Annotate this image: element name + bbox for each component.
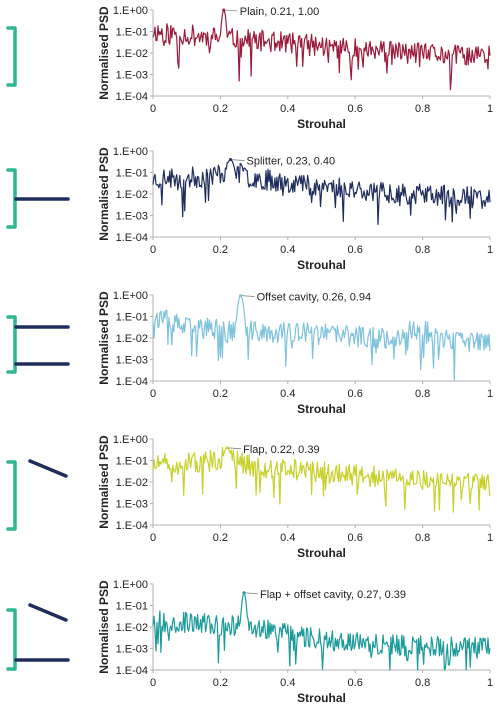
psd-series-line xyxy=(152,446,491,513)
x-axis-title: Strouhal xyxy=(297,258,346,272)
x-tick-label: 1 xyxy=(487,103,493,115)
psd-chart-offset-cavity: 1.E+00 1.E-01 1.E-02 1.E-03 1.E-040 0.2 0.4 0.6… xyxy=(6,290,493,416)
bluff-body-bracket-icon xyxy=(6,26,17,87)
y-tick-label: 1.E-01 xyxy=(116,312,148,324)
x-tick-label: 1 xyxy=(487,388,493,400)
y-tick-label: 1.E-04 xyxy=(116,232,148,244)
psd-series-line xyxy=(152,295,491,381)
peak-point xyxy=(242,591,246,595)
y-tick-label: 1.E-03 xyxy=(116,211,148,223)
y-tick-label: 1.E-04 xyxy=(116,91,148,103)
bluff-body-bracket-icon xyxy=(6,168,17,229)
y-tick-label: 1.E+00 xyxy=(113,146,148,158)
x-tick-label: 1 xyxy=(487,244,493,256)
peak-leader-line xyxy=(223,9,238,12)
y-tick-label: 1.E-01 xyxy=(116,601,148,613)
y-tick-label: 1.E+00 xyxy=(113,579,148,591)
peak-point xyxy=(239,294,243,298)
y-tick-label: 1.E-03 xyxy=(116,499,148,511)
peak-point xyxy=(222,8,226,12)
y-tick-label: 1.E-01 xyxy=(116,27,148,39)
psd-series-line xyxy=(152,9,491,91)
x-tick-label: 0.8 xyxy=(415,244,430,256)
peak-annotation: Plain, 0.21, 1.00 xyxy=(240,6,320,18)
y-tick-label: 1.E+00 xyxy=(113,5,148,17)
x-tick-label: 0.6 xyxy=(348,103,363,115)
x-tick-label: 0.8 xyxy=(415,103,430,115)
psd-chart-flap-offset-cavity: 1.E+00 1.E-01 1.E-02 1.E-03 1.E-040 0.2 0.4 0.6… xyxy=(6,579,493,705)
x-axis-title: Strouhal xyxy=(297,691,346,705)
x-axis-title: Strouhal xyxy=(297,117,346,131)
y-tick-label: 1.E-03 xyxy=(116,70,148,82)
x-tick-label: 0.8 xyxy=(415,388,430,400)
y-tick-label: 1.E-03 xyxy=(116,355,148,367)
bluff-body-bracket-icon xyxy=(6,460,17,531)
x-tick-label: 0.4 xyxy=(280,677,295,689)
y-axis-title: Normalised PSD xyxy=(97,580,111,674)
peak-leader-line xyxy=(227,447,242,450)
x-tick-label: 0 xyxy=(150,677,156,689)
x-axis-title: Strouhal xyxy=(297,546,346,560)
flap-plate-icon xyxy=(28,459,68,478)
x-tick-label: 0.6 xyxy=(348,244,363,256)
x-tick-label: 0.4 xyxy=(280,388,295,400)
peak-annotation: Splitter, 0.23, 0.40 xyxy=(247,156,336,168)
y-tick-label: 1.E-04 xyxy=(116,520,148,532)
y-tick-label: 1.E-02 xyxy=(116,48,148,60)
y-tick-label: 1.E+00 xyxy=(113,290,148,302)
peak-annotation: Offset cavity, 0.26, 0.94 xyxy=(257,292,372,304)
x-tick-label: 0 xyxy=(150,388,156,400)
peak-leader-line xyxy=(240,295,255,297)
bluff-body-bracket-icon xyxy=(6,315,17,374)
x-tick-label: 1 xyxy=(487,677,493,689)
peak-leader-line xyxy=(243,592,259,595)
x-tick-label: 0.6 xyxy=(348,677,363,689)
x-tick-label: 0.4 xyxy=(280,532,295,544)
peak-point xyxy=(229,158,233,162)
peak-leader-line xyxy=(230,159,245,161)
x-tick-label: 0.2 xyxy=(213,532,228,544)
y-tick-label: 1.E+00 xyxy=(113,434,148,446)
y-axis-title: Normalised PSD xyxy=(97,6,111,100)
peak-point xyxy=(225,446,229,450)
y-tick-label: 1.E-04 xyxy=(116,376,148,388)
x-tick-label: 0 xyxy=(150,103,156,115)
y-tick-label: 1.E-02 xyxy=(116,333,148,345)
y-tick-label: 1.E-02 xyxy=(116,622,148,634)
x-tick-label: 0 xyxy=(150,244,156,256)
psd-series-line xyxy=(152,159,491,225)
psd-chart-flap: 1.E+00 1.E-01 1.E-02 1.E-03 1.E-040 0.2 0.4 0.6… xyxy=(6,434,493,560)
y-tick-label: 1.E-02 xyxy=(116,477,148,489)
flap-plate-icon xyxy=(28,603,68,622)
x-tick-label: 0.2 xyxy=(213,103,228,115)
y-axis-title: Normalised PSD xyxy=(97,435,111,529)
x-tick-label: 0.8 xyxy=(415,677,430,689)
psd-series-line xyxy=(152,592,491,671)
y-axis-title: Normalised PSD xyxy=(97,291,111,385)
x-tick-label: 0.4 xyxy=(280,244,295,256)
y-tick-label: 1.E-04 xyxy=(116,665,148,677)
peak-annotation: Flap + offset cavity, 0.27, 0.39 xyxy=(260,589,406,601)
x-tick-label: 0 xyxy=(150,532,156,544)
bluff-body-bracket-icon xyxy=(6,608,17,671)
x-tick-label: 0.8 xyxy=(415,532,430,544)
x-tick-label: 0.2 xyxy=(213,388,228,400)
x-tick-label: 0.4 xyxy=(280,103,295,115)
x-axis-title: Strouhal xyxy=(297,402,346,416)
psd-chart-plain: 1.E+00 1.E-01 1.E-02 1.E-03 1.E-040 0.2 0.4 0.6… xyxy=(6,5,493,131)
x-tick-label: 0.6 xyxy=(348,532,363,544)
x-tick-label: 0.2 xyxy=(213,677,228,689)
y-tick-label: 1.E-01 xyxy=(116,168,148,180)
x-tick-label: 0.2 xyxy=(213,244,228,256)
y-tick-label: 1.E-02 xyxy=(116,189,148,201)
y-tick-label: 1.E-03 xyxy=(116,644,148,656)
x-tick-label: 0.6 xyxy=(348,388,363,400)
peak-annotation: Flap, 0.22, 0.39 xyxy=(243,444,319,456)
y-axis-title: Normalised PSD xyxy=(97,147,111,241)
psd-chart-splitter: 1.E+00 1.E-01 1.E-02 1.E-03 1.E-040 0.2 0.4 0.6… xyxy=(6,146,493,272)
y-tick-label: 1.E-01 xyxy=(116,456,148,468)
x-tick-label: 1 xyxy=(487,532,493,544)
